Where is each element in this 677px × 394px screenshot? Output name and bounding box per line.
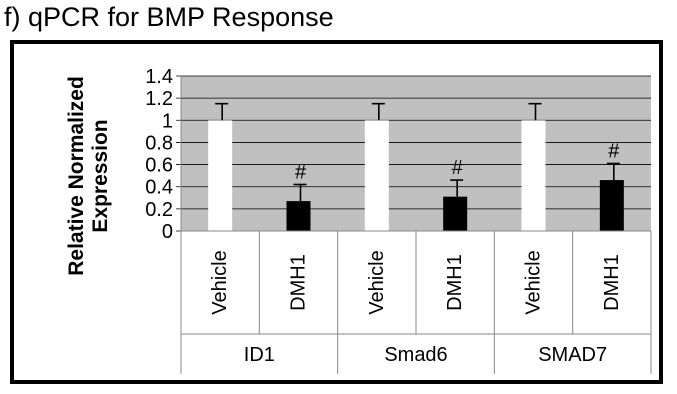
bar <box>208 120 233 231</box>
y-tick-label: 0.8 <box>145 132 173 154</box>
figure-title: f) qPCR for BMP Response <box>4 2 334 32</box>
y-tick-label: 1.4 <box>145 66 173 88</box>
y-tick-label: 1 <box>162 110 173 132</box>
x-group-label: Smad6 <box>384 344 447 366</box>
bar <box>521 120 546 231</box>
bar <box>286 201 311 231</box>
significance-marker: # <box>452 157 464 179</box>
y-axis-title-line: Expression <box>89 119 112 232</box>
y-axis-title-line: Relative Normalized <box>65 76 88 276</box>
chart-frame: 0 0.2 0.4 0.6 0.8 1 1.2 1.4 # # # Vehicle DMH1 Vehicl… <box>10 40 663 384</box>
x-category-label: Vehicle <box>366 250 388 315</box>
y-tick-label: 0 <box>162 221 173 243</box>
y-tick-label: 0.6 <box>145 155 173 177</box>
x-category-label: DMH1 <box>288 254 310 311</box>
y-tick-label: 1.2 <box>145 88 173 110</box>
bar-chart: 00.20.40.60.811.21.4 # # # Vehicle DMH1 Vehicl… <box>65 66 652 374</box>
x-category-label: Vehicle <box>523 250 545 315</box>
bar <box>443 196 468 231</box>
y-axis-title: Relative NormalizedExpression <box>65 76 112 276</box>
y-tick-label: 0.2 <box>145 199 173 221</box>
y-tick-label: 0.4 <box>145 177 173 199</box>
significance-marker: # <box>608 140 620 162</box>
plot-background <box>181 76 651 231</box>
significance-marker: # <box>295 162 307 184</box>
x-group-label: SMAD7 <box>538 344 607 366</box>
x-category-label: DMH1 <box>444 254 466 311</box>
bar <box>364 120 389 231</box>
x-category-label: DMH1 <box>601 254 623 311</box>
x-group-label: ID1 <box>244 344 275 366</box>
bar <box>599 180 624 231</box>
x-category-label: Vehicle <box>209 250 231 314</box>
